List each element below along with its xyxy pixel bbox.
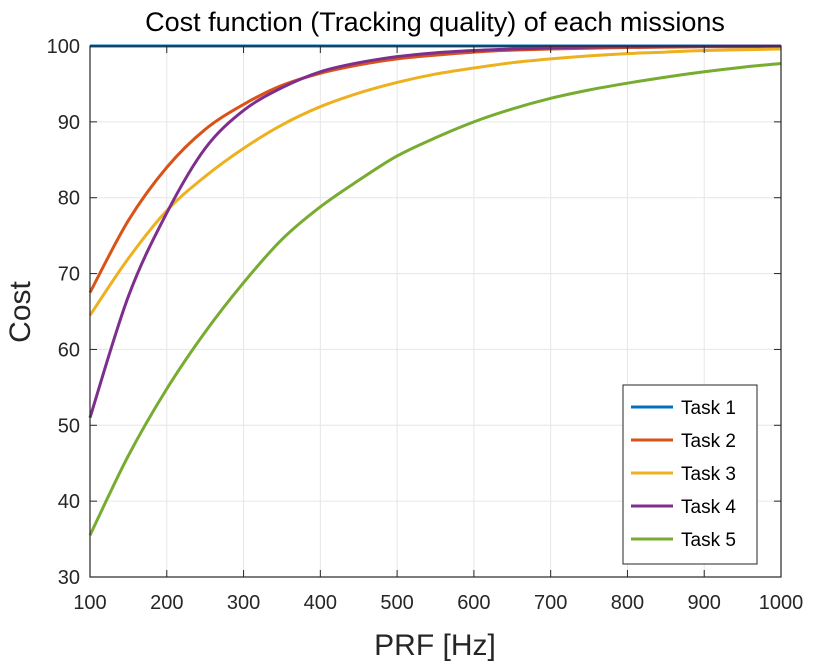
y-tick-label: 80 <box>58 188 80 210</box>
y-tick-label: 100 <box>47 36 80 58</box>
legend-label: Task 4 <box>681 497 736 518</box>
chart-title: Cost function (Tracking quality) of each… <box>145 7 725 37</box>
legend-label: Task 2 <box>681 431 736 452</box>
series-line-task-2 <box>88 44 782 294</box>
x-tick-label: 800 <box>611 592 644 614</box>
y-axis-ticks: 30 40 50 60 70 80 90 100 <box>47 36 781 589</box>
plot-frame <box>89 45 782 578</box>
x-tick-label: 400 <box>304 592 337 614</box>
x-tick-label: 1000 <box>759 592 804 614</box>
y-tick-label: 70 <box>58 264 80 286</box>
y-tick-label: 40 <box>58 491 80 513</box>
series-line-task-3 <box>88 47 782 317</box>
x-tick-label: 900 <box>688 592 721 614</box>
legend-label: Task 5 <box>681 530 736 551</box>
series-line-task-5 <box>88 61 782 536</box>
x-axis-title: PRF [Hz] <box>374 629 496 662</box>
x-tick-label: 100 <box>73 592 106 614</box>
y-axis-title: Cost <box>4 280 37 342</box>
x-tick-label: 600 <box>457 592 490 614</box>
y-tick-label: 30 <box>58 567 80 589</box>
legend-label: Task 1 <box>681 398 736 419</box>
legend: Task 1 Task 2 Task 3 Task 4 Task 5 <box>622 384 758 565</box>
x-tick-label: 200 <box>150 592 183 614</box>
x-tick-label: 500 <box>380 592 413 614</box>
x-tick-label: 300 <box>227 592 260 614</box>
legend-label: Task 3 <box>681 464 736 485</box>
x-axis-ticks: 100 200 300 400 500 600 700 800 900 1000 <box>73 46 803 614</box>
y-tick-label: 50 <box>58 415 80 437</box>
y-tick-label: 60 <box>58 339 80 361</box>
series-line-task-4 <box>88 44 782 419</box>
y-tick-label: 90 <box>58 112 80 134</box>
x-tick-label: 700 <box>534 592 567 614</box>
